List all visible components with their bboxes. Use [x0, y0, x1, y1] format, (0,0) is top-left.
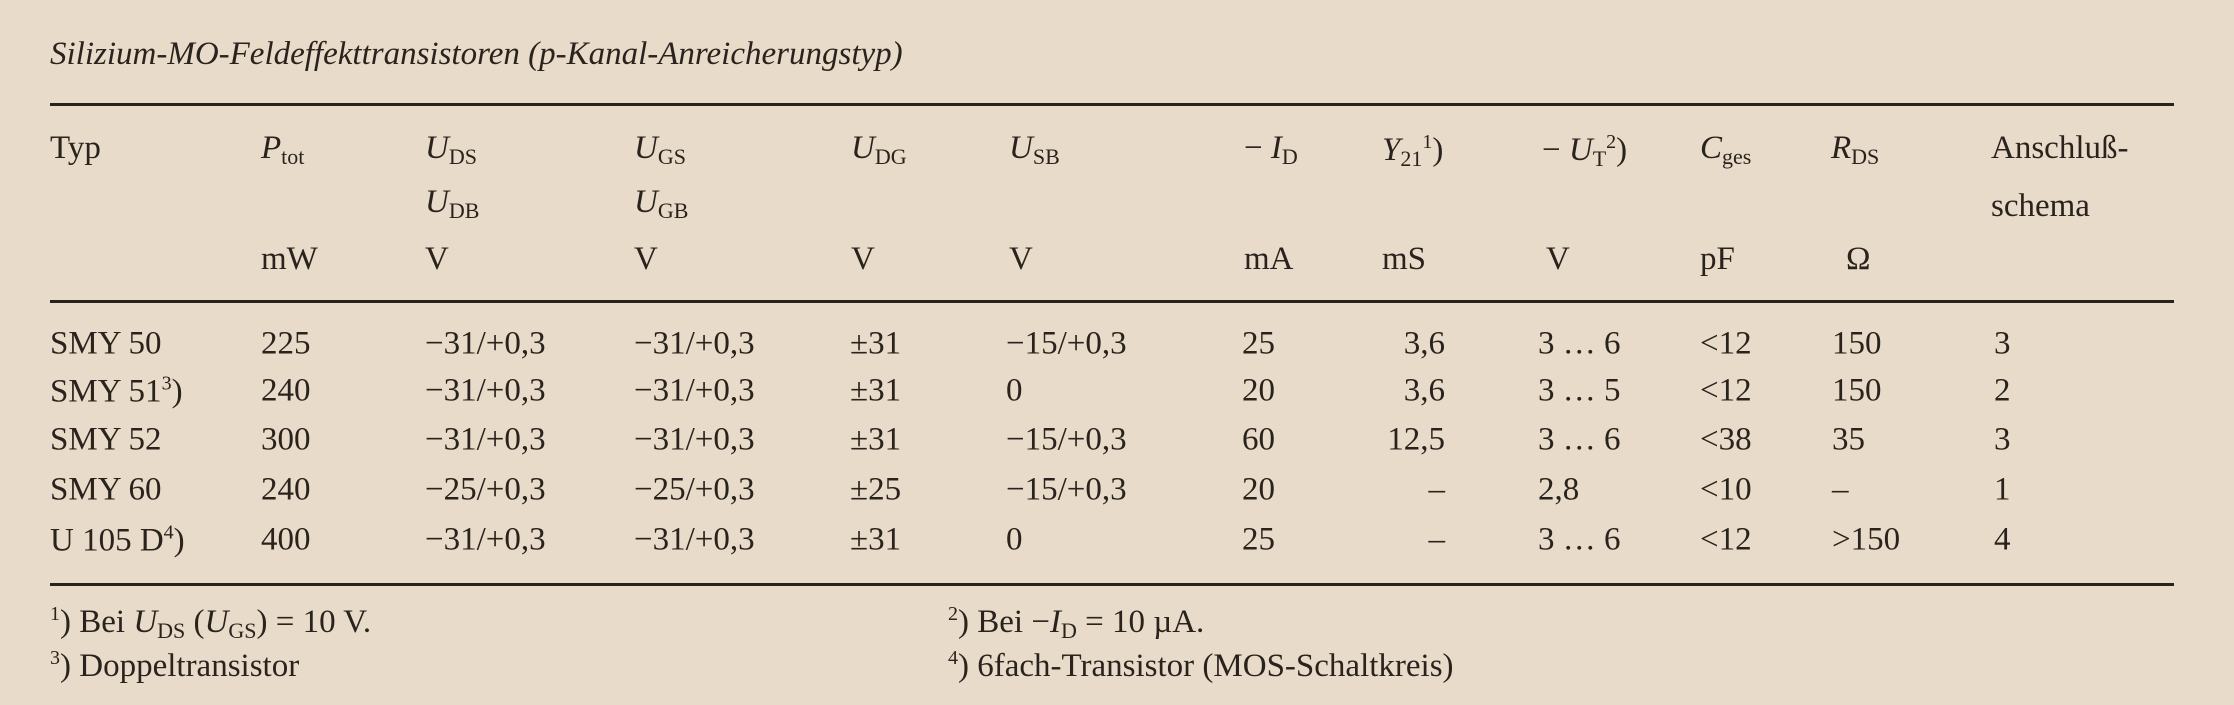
unit-usb: V — [1009, 241, 1033, 277]
unit-ugs: V — [634, 241, 658, 277]
cell-ugs: −25/+0,3 — [634, 471, 755, 508]
cell-ptot: 240 — [261, 471, 311, 508]
cell-udg: ±25 — [850, 471, 902, 508]
cell-cges: <12 — [1700, 372, 1752, 409]
cell-y21: – — [1428, 521, 1446, 558]
cell-usb: −15/+0,3 — [1006, 325, 1127, 362]
cell-ut: 3 … 6 — [1538, 325, 1621, 362]
cell-ptot: 225 — [261, 325, 311, 362]
header-typ: Typ — [50, 130, 101, 166]
cell-y21: 3,6 — [1403, 372, 1445, 409]
unit-y21: mS — [1382, 241, 1427, 277]
cell-rds: 35 — [1832, 421, 1865, 458]
cell-ugs: −31/+0,3 — [634, 421, 755, 458]
cell-schema: 4 — [1994, 521, 2011, 558]
footnote-1: 1) Bei UDS (UGS) = 10 V. — [50, 603, 372, 643]
cell-rds: 150 — [1832, 372, 1882, 409]
cell-ptot: 300 — [261, 421, 311, 458]
unit-id: mA — [1244, 241, 1294, 277]
header-udb: UDB — [425, 184, 480, 223]
cell-ut: 3 … 6 — [1538, 421, 1621, 458]
cell-uds: −31/+0,3 — [425, 372, 546, 409]
header-anschluss-line2: schema — [1991, 188, 2090, 224]
header-y21: Y211) — [1382, 131, 1444, 171]
header-anschluss-line1: Anschluß- — [1991, 130, 2129, 166]
cell-ut: 3 … 6 — [1538, 521, 1621, 558]
cell-schema: 1 — [1994, 471, 2011, 508]
unit-ptot: mW — [261, 241, 318, 277]
unit-rds: Ω — [1846, 241, 1871, 277]
cell-id: 25 — [1242, 325, 1275, 362]
cell-uds: −31/+0,3 — [425, 325, 546, 362]
unit-cges: pF — [1700, 241, 1735, 277]
cell-typ: SMY 52 — [50, 421, 162, 458]
cell-y21: 12,5 — [1387, 421, 1445, 458]
header-rds: RDS — [1831, 130, 1880, 169]
cell-cges: <12 — [1700, 521, 1752, 558]
footnote-2: 2) Bei −ID = 10 µA. — [948, 603, 1205, 643]
header-ugb: UGB — [634, 184, 689, 223]
cell-schema: 2 — [1994, 372, 2011, 409]
cell-ut: 2,8 — [1538, 471, 1580, 508]
cell-y21: 3,6 — [1403, 325, 1445, 362]
header-ut: − UT2) — [1542, 131, 1628, 171]
unit-uds: V — [425, 241, 449, 277]
cell-cges: <12 — [1700, 325, 1752, 362]
cell-udg: ±31 — [850, 325, 902, 362]
header-cges: Cges — [1700, 130, 1752, 169]
cell-usb: 0 — [1006, 372, 1023, 409]
footnote-4: 4) 6fach-Transistor (MOS-Schaltkreis) — [948, 647, 1454, 684]
cell-ugs: −31/+0,3 — [634, 521, 755, 558]
header-rule — [50, 300, 2174, 303]
header-udg: UDG — [851, 130, 907, 169]
cell-schema: 3 — [1994, 421, 2011, 458]
cell-ptot: 400 — [261, 521, 311, 558]
cell-usb: −15/+0,3 — [1006, 471, 1127, 508]
cell-ugs: −31/+0,3 — [634, 325, 755, 362]
cell-id: 60 — [1242, 421, 1275, 458]
cell-udg: ±31 — [850, 421, 902, 458]
cell-rds: >150 — [1832, 521, 1901, 558]
cell-cges: <38 — [1700, 421, 1752, 458]
cell-rds: – — [1832, 471, 1849, 508]
header-ugs: UGS — [634, 130, 686, 169]
cell-id: 25 — [1242, 521, 1275, 558]
bottom-rule — [50, 583, 2174, 586]
cell-id: 20 — [1242, 372, 1275, 409]
cell-uds: −25/+0,3 — [425, 471, 546, 508]
cell-typ: SMY 513) — [50, 372, 183, 410]
header-uds: UDS — [425, 130, 477, 169]
cell-ugs: −31/+0,3 — [634, 372, 755, 409]
cell-ut: 3 … 5 — [1538, 372, 1621, 409]
cell-id: 20 — [1242, 471, 1275, 508]
cell-y21: – — [1428, 471, 1446, 508]
cell-typ: U 105 D4) — [50, 521, 185, 559]
cell-cges: <10 — [1700, 471, 1752, 508]
cell-uds: −31/+0,3 — [425, 521, 546, 558]
cell-usb: −15/+0,3 — [1006, 421, 1127, 458]
cell-typ: SMY 60 — [50, 471, 162, 508]
header-usb: USB — [1009, 130, 1060, 169]
header-id: − ID — [1244, 130, 1298, 169]
cell-typ: SMY 50 — [50, 325, 162, 362]
cell-udg: ±31 — [850, 372, 902, 409]
footnote-3: 3) Doppeltransistor — [50, 647, 300, 684]
cell-ptot: 240 — [261, 372, 311, 409]
unit-udg: V — [851, 241, 875, 277]
top-rule — [50, 103, 2174, 106]
cell-rds: 150 — [1832, 325, 1882, 362]
cell-schema: 3 — [1994, 325, 2011, 362]
cell-udg: ±31 — [850, 521, 902, 558]
cell-usb: 0 — [1006, 521, 1023, 558]
unit-ut: V — [1546, 241, 1570, 277]
table-title: Silizium-MO-Feldeffekttransistoren (p-Ka… — [50, 36, 903, 72]
cell-uds: −31/+0,3 — [425, 421, 546, 458]
header-ptot: Ptot — [261, 130, 305, 169]
